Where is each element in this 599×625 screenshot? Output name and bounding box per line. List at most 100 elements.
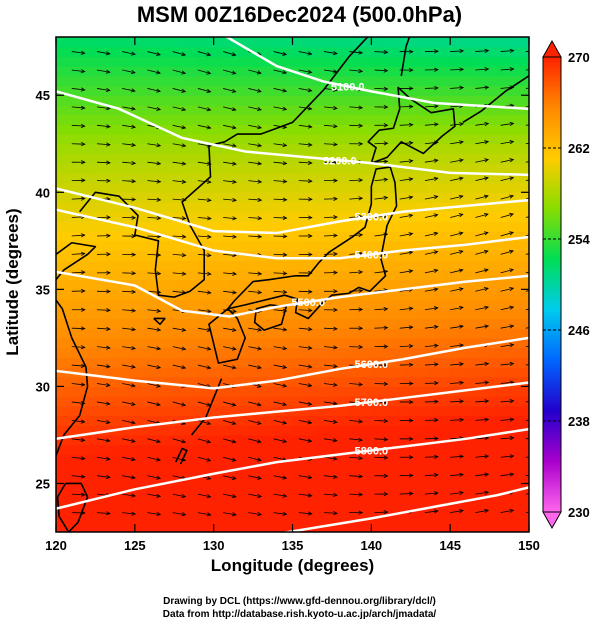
wind-arrowhead: [484, 140, 490, 145]
wind-arrowhead: [206, 346, 212, 351]
wind-arrowhead: [509, 305, 515, 310]
wind-arrowhead: [307, 511, 313, 516]
wind-arrow: [525, 327, 529, 329]
wind-arrowhead: [333, 196, 338, 201]
wind-arrow: [223, 161, 237, 165]
wind-arrowhead: [131, 142, 137, 147]
wind-arrowhead: [383, 491, 389, 497]
wind-arrowhead: [106, 215, 111, 220]
wind-arrowhead: [458, 231, 464, 236]
wind-arrowhead: [282, 179, 288, 184]
wind-arrow: [475, 86, 489, 89]
wind-arrow: [349, 216, 363, 218]
wind-arrowhead: [484, 361, 490, 367]
wind-arrowhead: [535, 104, 539, 107]
contour-label: 5300.0: [355, 212, 389, 224]
wind-arrowhead: [307, 493, 313, 498]
wind-arrowhead: [458, 158, 464, 163]
wind-arrow: [172, 401, 186, 406]
wind-arrow: [122, 161, 136, 164]
wind-arrowhead: [408, 140, 414, 146]
wind-arrowhead: [434, 436, 439, 441]
wind-arrowhead: [434, 472, 439, 478]
wind-arrowhead: [509, 158, 515, 163]
wind-arrow: [475, 381, 489, 384]
wind-arrowhead: [206, 421, 212, 426]
wind-arrowhead: [282, 438, 288, 444]
wind-arrowhead: [408, 232, 414, 237]
wind-arrow: [96, 161, 110, 164]
wind-arrow: [475, 269, 489, 274]
wind-arrow: [525, 401, 529, 403]
wind-arrow: [475, 306, 489, 311]
wind-arrow: [197, 235, 211, 238]
wind-arrowhead: [307, 160, 313, 165]
contour-line: [56, 427, 529, 510]
wind-arrowhead: [181, 512, 187, 517]
wind-arrow: [273, 419, 287, 424]
wind-arrowhead: [459, 490, 464, 496]
y-tick-label: 35: [36, 282, 50, 297]
colorbar-body: [542, 56, 562, 513]
wind-arrowhead: [333, 251, 338, 257]
wind-arrow: [500, 400, 514, 403]
wind-arrow: [223, 512, 236, 516]
wind-arrow: [298, 401, 312, 405]
wind-arrowhead: [535, 399, 539, 402]
wind-arrowhead: [433, 213, 439, 218]
wind-arrowhead: [232, 161, 237, 166]
wind-arrow: [197, 364, 211, 369]
wind-arrowhead: [458, 305, 464, 311]
wind-arrowhead: [459, 380, 465, 385]
wind-arrowhead: [257, 290, 263, 295]
wind-arrow: [172, 143, 186, 147]
wind-arrowhead: [408, 86, 414, 91]
wind-arrowhead: [434, 399, 439, 404]
wind-arrowhead: [156, 308, 162, 313]
wind-arrow: [172, 290, 186, 294]
wind-arrowhead: [156, 439, 161, 444]
wind-arrowhead: [105, 474, 111, 480]
wind-arrowhead: [535, 491, 539, 494]
wind-arrow: [323, 419, 337, 423]
wind-arrowhead: [80, 270, 86, 275]
wind-arrow: [475, 419, 489, 421]
wind-arrow: [324, 216, 338, 218]
wind-arrowhead: [130, 88, 136, 93]
wind-arrow: [122, 419, 136, 424]
wind-arrowhead: [282, 346, 288, 351]
wind-arrow: [223, 364, 236, 369]
wind-arrow: [273, 161, 287, 164]
wind-arrowhead: [156, 106, 162, 111]
wind-arrowhead: [408, 362, 414, 367]
wind-arrowhead: [307, 438, 313, 443]
wind-arrowhead: [459, 509, 464, 514]
wind-arrowhead: [459, 343, 464, 348]
wind-arrowhead: [408, 49, 414, 54]
wind-arrow: [273, 180, 287, 183]
wind-arrowhead: [231, 107, 237, 112]
wind-arrowhead: [534, 213, 538, 216]
wind-arrowhead: [206, 234, 212, 239]
coast-taiwan: [56, 482, 89, 532]
wind-arrow: [424, 307, 438, 311]
wind-arrowhead: [131, 124, 136, 129]
wind-arrow: [424, 456, 438, 458]
wind-arrowhead: [156, 197, 162, 202]
colorbar-tick-label: 238: [568, 414, 590, 429]
wind-arrowhead: [231, 70, 237, 75]
wind-arrowhead: [408, 250, 414, 255]
wind-arrow: [424, 382, 438, 384]
wind-arrowhead: [434, 418, 439, 423]
wind-arrowhead: [434, 104, 439, 109]
wind-arrow: [323, 346, 338, 349]
wind-arrow: [323, 69, 337, 73]
wind-arrow: [147, 198, 161, 201]
wind-arrowhead: [434, 85, 439, 91]
wind-arrowhead: [459, 454, 465, 459]
wind-arrowhead: [231, 327, 237, 332]
wind-arrow: [475, 195, 489, 200]
wind-arrow: [248, 143, 262, 147]
wind-arrowhead: [433, 287, 439, 292]
wind-arrow: [450, 87, 464, 89]
